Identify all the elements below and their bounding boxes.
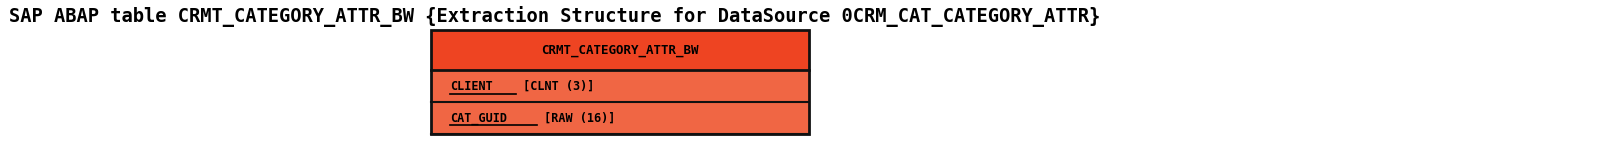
Text: CAT_GUID: CAT_GUID xyxy=(451,112,507,125)
FancyBboxPatch shape xyxy=(431,70,808,102)
FancyBboxPatch shape xyxy=(431,102,808,134)
Text: CRMT_CATEGORY_ATTR_BW: CRMT_CATEGORY_ATTR_BW xyxy=(541,44,698,57)
FancyBboxPatch shape xyxy=(431,30,808,70)
Text: [CLNT (3)]: [CLNT (3)] xyxy=(515,80,594,93)
Text: SAP ABAP table CRMT_CATEGORY_ATTR_BW {Extraction Structure for DataSource 0CRM_C: SAP ABAP table CRMT_CATEGORY_ATTR_BW {Ex… xyxy=(8,6,1101,27)
Text: CLIENT: CLIENT xyxy=(451,80,492,93)
Text: [RAW (16)]: [RAW (16)] xyxy=(537,112,616,125)
